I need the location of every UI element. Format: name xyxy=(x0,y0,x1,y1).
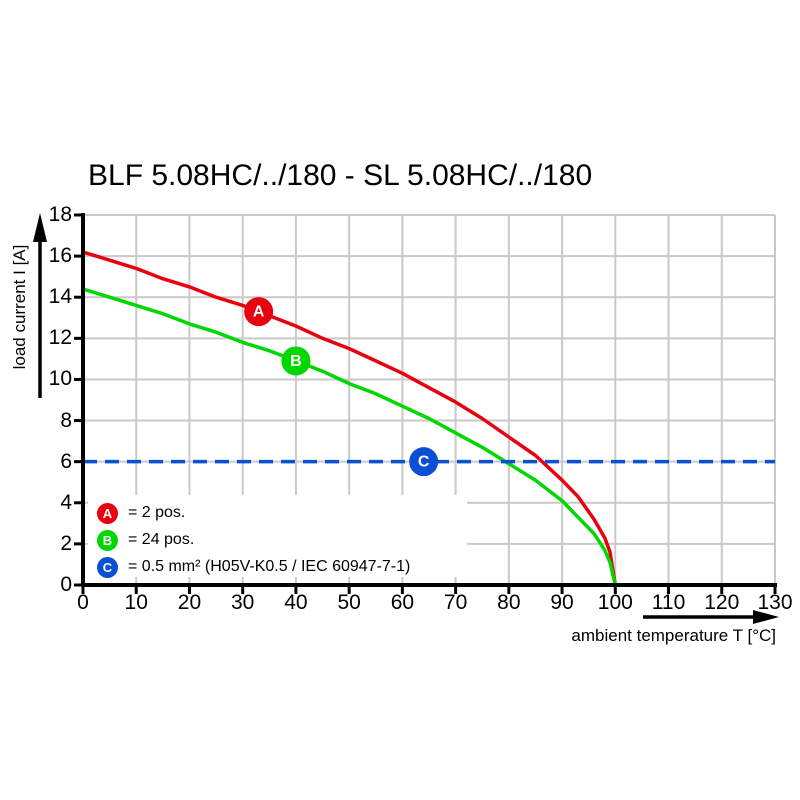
marker-c-label: C xyxy=(418,454,430,471)
y-tick-label: 2 xyxy=(60,531,72,555)
legend-label: = 2 pos. xyxy=(128,504,186,521)
x-tick-label: 50 xyxy=(337,591,361,614)
marker-a xyxy=(244,297,274,327)
y-tick-label: 0 xyxy=(60,573,72,596)
legend-label: = 0.5 mm² (H05V-K0.5 / IEC 60947-7-1) xyxy=(128,558,411,575)
x-tick-label: 10 xyxy=(124,591,148,614)
y-tick-label: 4 xyxy=(60,490,72,514)
x-axis-arrowhead-icon xyxy=(753,610,779,624)
markers-layer: A B C xyxy=(244,297,439,477)
x-tick-label: 130 xyxy=(757,591,793,614)
legend-label: = 24 pos. xyxy=(128,531,195,548)
legend-row: C = 0.5 mm² (H05V-K0.5 / IEC 60947-7-1) xyxy=(88,554,467,580)
y-tick-label: 16 xyxy=(48,244,72,268)
x-tick-label: 20 xyxy=(177,591,202,614)
marker-a-label: A xyxy=(253,304,265,321)
y-tick-label: 10 xyxy=(48,367,72,391)
x-tick-label: 60 xyxy=(390,591,415,614)
x-tick-label: 0 xyxy=(77,591,89,614)
curve-A xyxy=(82,250,618,586)
chart-legend: A = 2 pos. B = 24 pos. C = 0.5 mm² (H05V-K0.5… xyxy=(88,495,467,580)
x-tick-label: 30 xyxy=(231,591,255,614)
chart-title: BLF 5.08HC/../180 - SL 5.08HC/../180 xyxy=(88,159,593,192)
legend-symbol-c-icon: C xyxy=(97,556,118,578)
x-tick-label: 100 xyxy=(597,591,633,614)
y-tick-label: 6 xyxy=(60,449,72,473)
axes-layer xyxy=(74,213,777,594)
x-tick-label: 80 xyxy=(497,591,521,614)
y-tick-label: 12 xyxy=(48,326,72,350)
y-axis-arrowhead-icon xyxy=(33,213,47,242)
y-axis-label: load current I [A] xyxy=(10,244,29,370)
x-tick-label: 40 xyxy=(284,591,308,614)
legend-symbol-a-icon: A xyxy=(97,502,118,524)
x-tick-label: 120 xyxy=(704,591,740,614)
marker-c xyxy=(409,447,439,477)
grid-layer xyxy=(82,214,776,585)
x-tick-label: 70 xyxy=(443,591,468,614)
legend-symbol-b-icon: B xyxy=(97,529,118,551)
y-tick-label: 8 xyxy=(60,408,72,432)
y-tick-label: 18 xyxy=(48,203,72,226)
x-tick-label: 90 xyxy=(550,591,574,614)
curves-layer xyxy=(82,250,775,586)
marker-b xyxy=(281,346,311,376)
axis-arrows xyxy=(33,213,779,624)
y-tick-label: 14 xyxy=(48,285,72,309)
marker-b-label: B xyxy=(290,353,302,370)
curve-B xyxy=(82,287,618,586)
x-tick-label: 110 xyxy=(651,591,686,614)
legend-row: A = 2 pos. xyxy=(88,500,467,526)
x-axis-label: ambient temperature T [°C] xyxy=(571,626,776,645)
legend-row: B = 24 pos. xyxy=(88,527,467,553)
